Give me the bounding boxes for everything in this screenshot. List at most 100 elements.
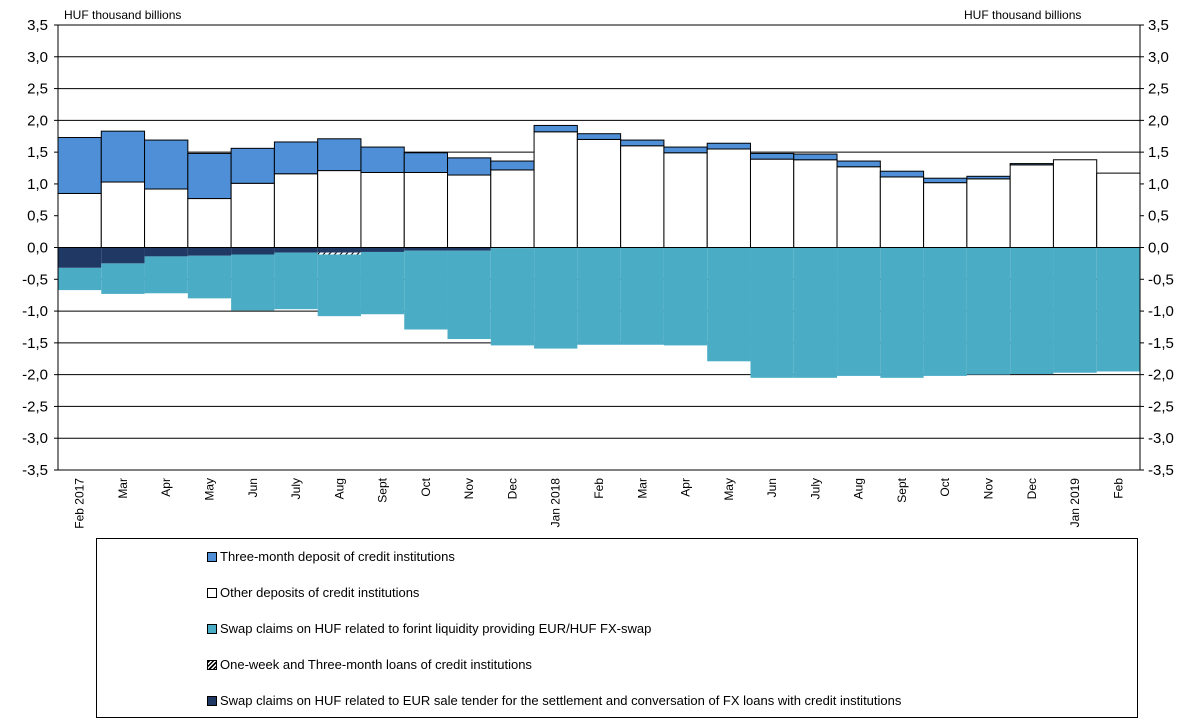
x-tick-label: Feb [1111, 478, 1125, 499]
y-tick-label-left: -1,0 [22, 303, 48, 320]
legend-item-three-month-deposit: Three-month deposit of credit institutio… [207, 549, 455, 564]
bar-swap-fx [837, 248, 880, 376]
bar-other-deposits [231, 183, 274, 247]
bar-other-deposits [924, 183, 967, 248]
x-tick-label: Oct [419, 477, 433, 496]
y-tick-label-right: -1,0 [1148, 303, 1174, 320]
legend-swatch [207, 660, 217, 670]
bar-other-deposits [534, 132, 577, 248]
bar-swap-eur-sale [58, 248, 101, 268]
y-tick-label-right: -3,5 [1148, 462, 1174, 479]
x-tick-label: Mar [116, 478, 130, 499]
bar-swap-eur-sale [145, 248, 188, 257]
bar-other-deposits [707, 149, 750, 248]
bar-three-month-deposit [188, 153, 231, 198]
bar-swap-eur-sale [231, 248, 274, 255]
y-tick-label-right: 3,5 [1148, 17, 1169, 34]
bar-three-month-deposit [621, 140, 664, 146]
x-tick-label: Mar [635, 478, 649, 499]
bar-three-month-deposit [448, 158, 491, 175]
y-tick-label-left: -2,0 [22, 367, 48, 384]
y-tick-label-left: 1,5 [27, 144, 48, 161]
bar-swap-fx [794, 248, 837, 378]
legend: Three-month deposit of credit institutio… [96, 538, 1138, 718]
y-axis-unit-left: HUF thousand billions [64, 8, 181, 22]
bar-loans [318, 253, 361, 255]
bar-other-deposits [58, 193, 101, 247]
bar-other-deposits [1053, 160, 1096, 248]
bar-swap-eur-sale [318, 248, 361, 253]
bar-other-deposits [448, 175, 491, 247]
bar-three-month-deposit [231, 148, 274, 183]
bar-three-month-deposit [274, 142, 317, 174]
y-tick-label-left: -0,5 [22, 271, 48, 288]
bar-swap-fx [880, 248, 923, 378]
y-tick-label-right: 2,0 [1148, 112, 1169, 129]
bar-three-month-deposit [794, 154, 837, 160]
bar-other-deposits [794, 160, 837, 248]
bar-other-deposits [274, 174, 317, 248]
y-tick-label-right: -0,5 [1148, 271, 1174, 288]
y-tick-label-right: -2,5 [1148, 398, 1174, 415]
bar-three-month-deposit [924, 178, 967, 182]
bar-other-deposits [491, 170, 534, 248]
x-tick-label: July [289, 478, 303, 499]
x-tick-label: Feb [592, 478, 606, 499]
legend-label: Three-month deposit of credit institutio… [220, 549, 455, 564]
bar-three-month-deposit [404, 153, 447, 173]
y-tick-label-left: 2,0 [27, 112, 48, 129]
legend-swatch [207, 588, 217, 598]
bar-other-deposits [880, 177, 923, 248]
bar-three-month-deposit [707, 143, 750, 149]
legend-label: Other deposits of credit institutions [220, 585, 419, 600]
bar-swap-fx [318, 254, 361, 316]
bar-other-deposits [318, 171, 361, 248]
x-tick-label: Aug [332, 478, 346, 499]
bar-swap-eur-sale [274, 248, 317, 253]
x-tick-label: July [808, 478, 822, 499]
bar-swap-fx [750, 248, 793, 378]
legend-item-swap-eur: Swap claims on HUF related to EUR sale t… [207, 693, 901, 708]
bar-swap-fx [491, 248, 534, 345]
legend-label: Swap claims on HUF related to forint liq… [220, 621, 651, 636]
legend-label: One-week and Three-month loans of credit… [220, 657, 532, 672]
x-tick-label: Dec [1025, 478, 1039, 499]
chart-svg: -3,5 -3,5 -3,0 -3,0 -2,5 -2,5 -2,0 -2,0 -1,5 -1,5… [0, 0, 1200, 540]
bar-other-deposits [577, 139, 620, 247]
legend-item-swap-fx: Swap claims on HUF related to forint liq… [207, 621, 651, 636]
bar-other-deposits [664, 153, 707, 248]
y-tick-label-left: 3,0 [27, 49, 48, 66]
bar-other-deposits [145, 189, 188, 247]
bar-three-month-deposit [664, 147, 707, 153]
bar-other-deposits [404, 172, 447, 247]
y-tick-label-right: 0,5 [1148, 208, 1169, 225]
bar-three-month-deposit [1010, 164, 1053, 165]
bar-swap-fx [145, 256, 188, 293]
x-tick-label: May [722, 478, 736, 501]
x-tick-label: Aug [852, 478, 866, 499]
bar-swap-fx [577, 248, 620, 345]
bar-other-deposits [967, 179, 1010, 248]
legend-swatch [207, 552, 217, 562]
bar-three-month-deposit [750, 153, 793, 159]
bar-other-deposits [837, 167, 880, 248]
bar-three-month-deposit [491, 161, 534, 170]
bar-swap-fx [1053, 248, 1096, 373]
bar-swap-fx [231, 254, 274, 310]
bar-other-deposits [361, 172, 404, 247]
x-tick-label: Dec [505, 478, 519, 499]
bar-other-deposits [750, 159, 793, 247]
x-tick-label: Sept [376, 477, 390, 502]
y-tick-label-right: 2,5 [1148, 81, 1169, 98]
bar-three-month-deposit [101, 131, 144, 182]
legend-item-other-deposits: Other deposits of credit institutions [207, 585, 419, 600]
y-tick-label-right: -1,5 [1148, 335, 1174, 352]
bar-other-deposits [1010, 165, 1053, 248]
bar-swap-fx [361, 252, 404, 314]
bar-swap-fx [101, 263, 144, 294]
y-tick-label-right: 0,0 [1148, 240, 1169, 257]
x-tick-label: Jun [246, 478, 260, 497]
x-tick-label: Feb 2017 [73, 478, 87, 529]
bar-swap-fx [1097, 248, 1140, 372]
bar-three-month-deposit [534, 125, 577, 131]
